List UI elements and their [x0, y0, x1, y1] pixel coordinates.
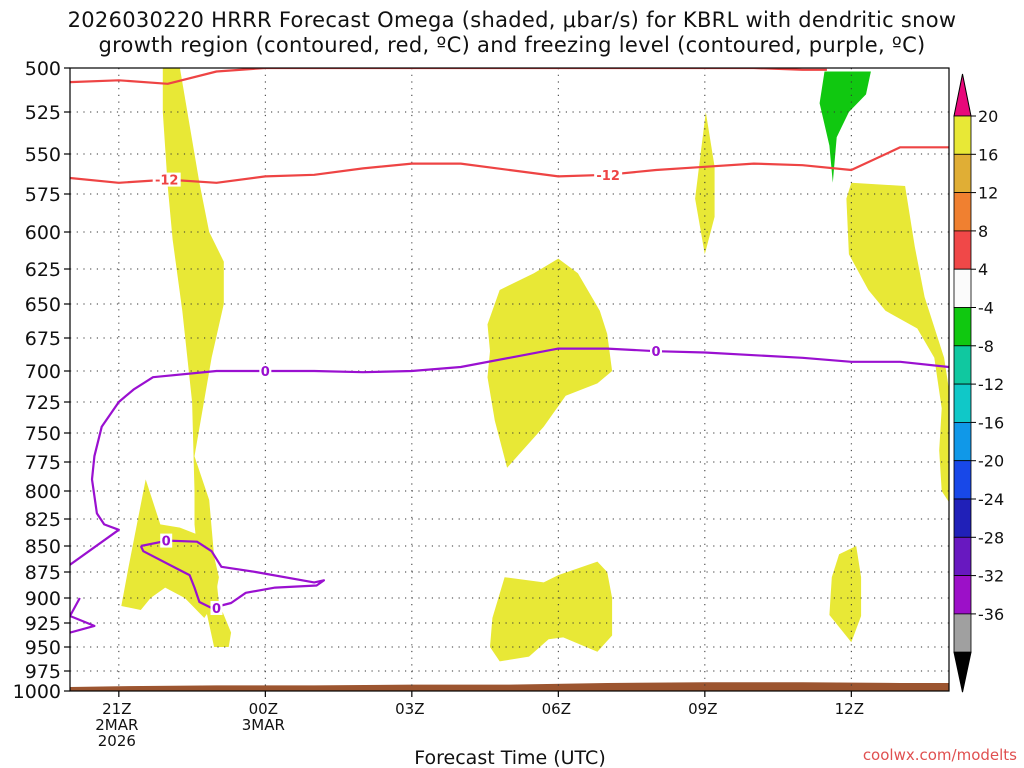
x-tick-label-00Z-1: 3MAR: [242, 716, 285, 734]
colorbar-label--36: -36: [978, 605, 1004, 624]
y-tick-label-675: 675: [25, 328, 61, 350]
contour-freezing-level-main: [70, 347, 949, 566]
chart-title-line-2: growth region (contoured, red, ºC) and f…: [98, 33, 926, 57]
y-tick-label-875: 875: [25, 562, 61, 584]
x-tick-label-12Z-0: 12Z: [835, 700, 864, 718]
y-tick-label-775: 775: [25, 452, 61, 474]
contour-freezing-level-loop: [139, 539, 325, 610]
contour-label-4: 0: [162, 535, 171, 550]
y-tick-label-1000: 1000: [13, 681, 61, 703]
chart-title-line-1: 2026030220 HRRR Forecast Omega (shaded, …: [67, 8, 957, 32]
source-credit: coolwx.com/modelts: [863, 746, 1017, 764]
colorbar-swatch-0: [953, 115, 972, 155]
colorbar-swatch-1: [953, 153, 972, 194]
colorbar-label-12: 12: [978, 184, 998, 203]
shade-upward-motion-1430z: [829, 546, 862, 643]
colorbar: 20 16 12 8 4 -4 -8 -12 -16 -20 -24 -28 -32 -36: [953, 73, 1004, 693]
x-axis-label: Forecast Time (UTC): [414, 747, 605, 768]
colorbar-label--24: -24: [978, 490, 1004, 509]
colorbar-label--28: -28: [978, 528, 1004, 547]
x-tick-label-21Z-1: 2MAR: [95, 716, 138, 734]
colorbar-swatch-11: [953, 536, 972, 576]
shade-upward-motion-col-01z: [162, 68, 232, 647]
contour-label-bg-3: [650, 344, 662, 359]
shade-upward-motion-2230z: [121, 479, 219, 618]
colorbar-label--4: -4: [978, 299, 994, 318]
y-tick-label-925: 925: [25, 613, 61, 635]
x-tick-label-06Z-0: 06Z: [542, 700, 571, 718]
colorbar-swatch-2: [953, 192, 972, 232]
colorbar-swatch-3: [953, 230, 972, 270]
colorbar-label-20: 20: [978, 107, 998, 126]
x-tick-label-00Z-0: 00Z: [249, 700, 278, 718]
shade-upward-motion-1445z: [846, 182, 949, 503]
colorbar-label--20: -20: [978, 452, 1004, 471]
y-tick-label-800: 800: [25, 481, 61, 503]
colorbar-under-triangle: [953, 651, 972, 693]
contour-label-3: 0: [651, 345, 660, 360]
y-tick-label-975: 975: [25, 661, 61, 683]
contour-label-bg-1: [594, 167, 623, 182]
colorbar-label-8: 8: [978, 222, 988, 241]
contour-label-bg-0: [152, 172, 181, 187]
y-tick-label-525: 525: [25, 102, 61, 124]
y-tick-label-600: 600: [25, 222, 61, 244]
shade-upward-motion-0630z: [487, 258, 613, 468]
terrain-fill: [70, 682, 949, 691]
contour-label-bg-2: [259, 364, 272, 378]
y-tick-label-550: 550: [25, 144, 61, 166]
colorbar-label--8: -8: [978, 337, 994, 356]
colorbar-swatch-9: [953, 460, 972, 500]
y-tick-label-625: 625: [25, 259, 61, 281]
y-tick-label-750: 750: [25, 423, 61, 445]
x-tick-label-09Z-0: 09Z: [688, 700, 717, 718]
y-tick-label-725: 725: [25, 392, 61, 414]
contour-label-bg-4: [160, 533, 173, 548]
colorbar-over-triangle: [953, 73, 972, 117]
y-tick-label-825: 825: [25, 509, 61, 531]
colorbar-label-16: 16: [978, 145, 998, 164]
colorbar-swatch-5: [953, 307, 972, 347]
x-tick-label-21Z-2: 2026: [98, 732, 136, 750]
y-tick-label-700: 700: [25, 361, 61, 383]
terrain-layer: [70, 682, 949, 691]
y-tick-label-950: 950: [25, 637, 61, 659]
y-tick-label-850: 850: [25, 536, 61, 558]
colorbar-swatch-7: [953, 383, 972, 423]
colorbar-swatch-8: [953, 421, 972, 462]
contour-label-bg-5: [210, 601, 223, 615]
shade-downward-motion-1600z: [819, 71, 871, 183]
contour-dgz-bottom: [70, 146, 949, 184]
colorbar-swatch-12: [953, 575, 972, 615]
colorbar-swatch-4: [953, 268, 972, 308]
x-tick-label-03Z-0: 03Z: [395, 700, 424, 718]
omega-shading-layer: [121, 68, 949, 662]
y-tick-label-900: 900: [25, 588, 61, 610]
contour-label-2: 0: [261, 365, 270, 380]
y-tick-label-575: 575: [25, 184, 61, 206]
contour-label-5: 0: [212, 602, 221, 617]
colorbar-label--16: -16: [978, 413, 1004, 432]
plot-frame: [69, 67, 950, 692]
colorbar-label--32: -32: [978, 567, 1004, 586]
y-tick-label-500: 500: [25, 58, 61, 80]
y-axis: 500 525 550 575 600 625 650 675 700 725 750 775 800 8…: [13, 58, 70, 703]
colorbar-label-4: 4: [978, 260, 988, 279]
colorbar-label--12: -12: [978, 375, 1004, 394]
shade-upward-motion-0930z: [490, 561, 613, 662]
colorbar-swatch-10: [953, 498, 972, 538]
contour-freezing-level-lower: [70, 597, 96, 634]
x-tick-label-21Z-0: 21Z: [102, 700, 131, 718]
colorbar-swatch-6: [953, 345, 972, 385]
contour-label-1: -12: [596, 169, 620, 184]
y-tick-label-650: 650: [25, 294, 61, 316]
contour-label-0: -12: [155, 174, 179, 189]
contour-label-layer: -12 -12 0 0 0 0: [152, 167, 662, 617]
colorbar-swatch-13: [953, 613, 972, 653]
